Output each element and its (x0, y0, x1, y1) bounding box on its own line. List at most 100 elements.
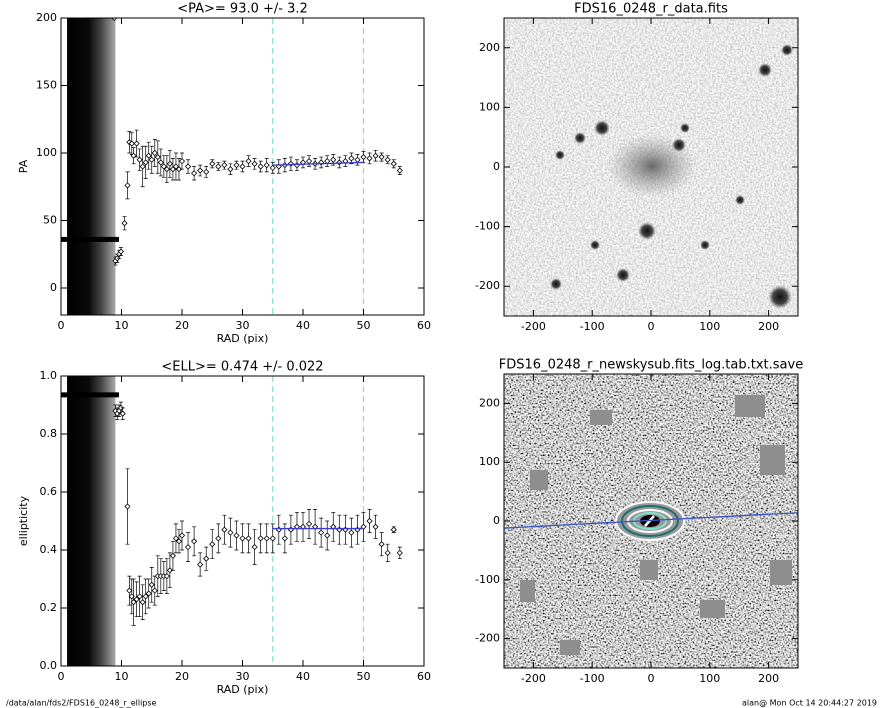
x-tick-label: 60 (417, 670, 431, 683)
y-tick-label: -100 (475, 220, 500, 233)
point (88, 236, 95, 242)
point (148, 156, 155, 163)
point (106, 236, 113, 242)
point (372, 523, 379, 530)
panel (61, 376, 403, 666)
point (354, 156, 361, 163)
point (70, 392, 77, 398)
y-tick-label: 50 (43, 214, 57, 227)
y-axis-label: PA (17, 159, 30, 173)
point (324, 532, 331, 539)
point (169, 552, 176, 559)
y-tick-label: 200 (36, 11, 57, 24)
chart-title: <ELL>= 0.474 +/- 0.022 (161, 360, 323, 375)
point (133, 596, 140, 603)
point (106, 392, 113, 398)
point (151, 149, 158, 157)
footer-right: alan@ Mon Oct 14 20:44:27 2019 (742, 699, 877, 708)
image-data (504, 18, 798, 316)
point (154, 153, 161, 161)
point (145, 152, 152, 159)
point (233, 532, 240, 539)
x-tick-label: 50 (357, 670, 371, 683)
point (184, 163, 192, 170)
x-tick-label: -100 (580, 320, 605, 333)
x-tick-label: 40 (296, 319, 310, 332)
y-tick-label: 0.0 (40, 659, 58, 672)
point (269, 164, 276, 171)
point (175, 166, 183, 173)
point (263, 162, 270, 169)
point (203, 555, 210, 562)
point (390, 160, 397, 167)
point (366, 517, 373, 525)
y-axis-label: ellipticity (17, 495, 30, 546)
y-tick-label: 200 (479, 396, 500, 409)
point (136, 593, 143, 600)
point (139, 599, 146, 606)
point (100, 236, 107, 242)
x-tick-label: 200 (758, 672, 779, 685)
point (360, 153, 367, 161)
inner-shade (67, 376, 116, 666)
point (384, 549, 391, 556)
point (305, 158, 313, 165)
point (117, 248, 124, 255)
y-tick-label: 100 (479, 100, 500, 113)
point (64, 392, 71, 398)
point (139, 163, 146, 170)
point (169, 166, 176, 173)
point (76, 392, 83, 398)
point (61, 236, 65, 242)
point (372, 152, 379, 159)
point (119, 410, 126, 417)
point (378, 541, 385, 548)
x-tick-label: 60 (417, 319, 431, 332)
y-tick-label: -100 (475, 573, 500, 586)
point (178, 532, 186, 539)
point (221, 162, 228, 169)
point (191, 538, 198, 545)
point (82, 236, 89, 242)
point (94, 236, 101, 242)
x-tick-label: 100 (699, 320, 720, 333)
point (197, 167, 204, 174)
x-tick-label: 10 (115, 319, 129, 332)
point (221, 526, 228, 533)
point (142, 593, 149, 600)
x-tick-label: 40 (296, 670, 310, 683)
x-tick-label: 100 (699, 672, 720, 685)
x-tick-label: 200 (758, 320, 779, 333)
y-tick-label: 0 (493, 160, 500, 173)
x-tick-label: -200 (521, 672, 546, 685)
x-tick-label: 50 (357, 319, 371, 332)
x-tick-label: 0 (58, 319, 65, 332)
y-tick-label: 150 (36, 79, 57, 92)
point (64, 236, 71, 242)
point (124, 182, 131, 189)
point (130, 599, 137, 606)
point (396, 549, 403, 556)
point (245, 158, 252, 165)
inner-shade (67, 18, 116, 315)
point (257, 535, 264, 542)
point (396, 167, 403, 174)
point (318, 529, 325, 536)
point (166, 567, 173, 574)
chart-title: FDS16_0248_r_data.fits (574, 2, 728, 17)
point (390, 526, 397, 533)
point (233, 162, 240, 169)
point (378, 153, 385, 161)
point (172, 163, 180, 170)
y-tick-label: 0.4 (40, 543, 58, 556)
point (166, 160, 173, 167)
point (128, 140, 135, 147)
x-axis-label: RAD (pix) (217, 332, 269, 345)
line-line (504, 512, 798, 529)
y-tick-label: 0.6 (40, 485, 58, 498)
point (257, 163, 264, 170)
panel (61, 18, 403, 315)
point (251, 544, 258, 551)
y-tick-label: 100 (36, 146, 57, 159)
x-tick-label: 30 (236, 670, 250, 683)
